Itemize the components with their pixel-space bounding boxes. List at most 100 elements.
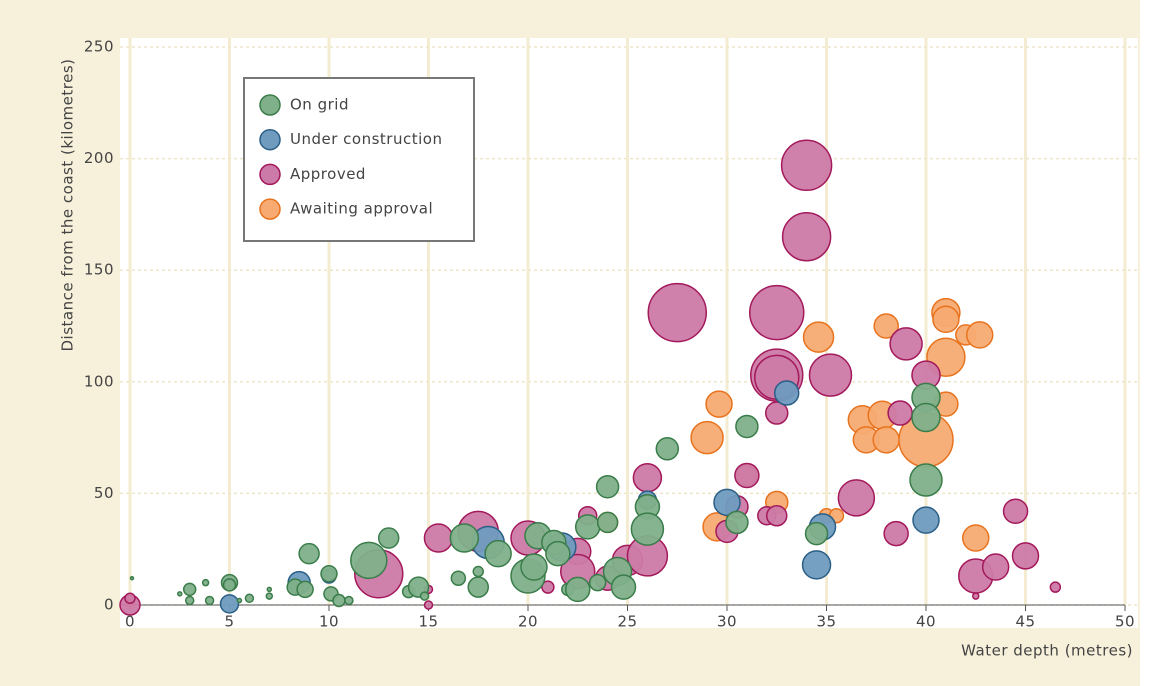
bubble: [419, 591, 430, 601]
legend-label: Awaiting approval: [290, 200, 433, 218]
bubble: [450, 570, 467, 586]
x-tick-label: 30: [717, 613, 737, 631]
bubble: [1011, 542, 1040, 570]
bubble: [804, 521, 829, 546]
bubble: [932, 305, 960, 334]
bubble: [545, 540, 571, 567]
bubble: [735, 414, 759, 439]
x-tick-label: 45: [1015, 613, 1035, 631]
bubble: [690, 420, 724, 455]
bubble: [244, 593, 255, 604]
bubble: [236, 597, 243, 604]
bubble: [837, 479, 876, 517]
bubble: [588, 573, 607, 592]
bubble: [565, 576, 591, 603]
bubble: [873, 313, 899, 339]
bubble: [765, 401, 789, 425]
bubble: [129, 575, 135, 581]
bubble: [182, 582, 197, 597]
x-tick-label: 25: [617, 613, 637, 631]
bubble: [201, 578, 210, 587]
x-tick-label: 50: [1115, 613, 1135, 631]
bubble: [912, 506, 940, 534]
legend: On grid Under construction Approved Awaitin…: [243, 77, 475, 242]
y-tick-label: 250: [84, 38, 114, 56]
bubble: [423, 600, 434, 610]
bubble: [883, 520, 909, 547]
x-tick-label: 20: [518, 613, 538, 631]
bubble: [808, 353, 853, 397]
x-tick-label: 0: [125, 613, 135, 631]
bubble: [423, 523, 454, 553]
bubble: [766, 504, 788, 527]
y-tick-label: 200: [84, 149, 114, 167]
bubble: [320, 565, 338, 583]
bubble: [872, 426, 900, 454]
bubble: [887, 400, 913, 426]
bubble: [520, 553, 548, 581]
bubble: [889, 327, 923, 361]
bubble: [124, 592, 136, 605]
bubble: [219, 594, 240, 614]
bubble: [780, 139, 833, 192]
bubble: [725, 510, 749, 535]
bubble: [705, 390, 733, 418]
y-axis-label: Distance from the coast (kilometres): [59, 58, 77, 351]
bubble: [655, 437, 680, 461]
bubble: [350, 541, 388, 580]
bubble: [981, 553, 1010, 581]
x-tick-label: 35: [816, 613, 836, 631]
bubble: [610, 574, 637, 600]
x-tick-label: 10: [319, 613, 339, 631]
legend-label: Under construction: [290, 130, 442, 148]
bubble: [449, 523, 480, 553]
bubble: [296, 580, 314, 599]
bubble: [911, 402, 941, 433]
bubble: [484, 539, 512, 568]
bubble: [596, 511, 619, 534]
bubble: [344, 595, 354, 606]
bubble: [801, 550, 832, 580]
bubble: [595, 474, 620, 499]
bubble: [734, 462, 760, 489]
legend-box: [243, 77, 475, 242]
bubble: [632, 463, 663, 493]
bubble: [204, 595, 215, 606]
bubbles: [119, 139, 1062, 616]
bubble: [184, 595, 195, 606]
bubble: [1049, 581, 1062, 593]
legend-swatch: [259, 128, 281, 151]
bubble: [802, 321, 835, 353]
legend-swatch: [259, 94, 281, 116]
y-tick-label: 50: [94, 484, 114, 502]
x-axis-label: Water depth (metres): [961, 642, 1133, 660]
bubble: [972, 592, 980, 600]
bubble: [781, 211, 832, 262]
y-tick-label: 100: [84, 372, 114, 390]
bubble: [332, 593, 346, 608]
labels: 0 5 10 15 20 25 30 35 40 45 50 0 50 100 150 200 250: [84, 38, 1135, 631]
y-tick-label: 0: [104, 596, 114, 614]
bubble: [713, 488, 741, 517]
bubble: [962, 524, 990, 552]
bubble: [574, 514, 601, 540]
bubble: [647, 282, 707, 343]
bubble: [1002, 498, 1029, 525]
legend-label: Approved: [290, 165, 366, 183]
bubble: [266, 586, 273, 593]
bubble: [909, 463, 943, 497]
bubble: [222, 578, 237, 592]
bubble: [773, 380, 800, 406]
bubble: [965, 321, 994, 349]
bubble: [472, 565, 484, 578]
x-tick-label: 15: [418, 613, 438, 631]
bubble: [630, 512, 665, 546]
bubble: [749, 284, 805, 341]
x-tick-label: 40: [916, 613, 936, 631]
bubble: [467, 576, 489, 598]
legend-label: On grid: [290, 96, 349, 114]
bubble: [541, 580, 555, 594]
bubble: [298, 542, 320, 565]
bubble: [377, 527, 400, 549]
